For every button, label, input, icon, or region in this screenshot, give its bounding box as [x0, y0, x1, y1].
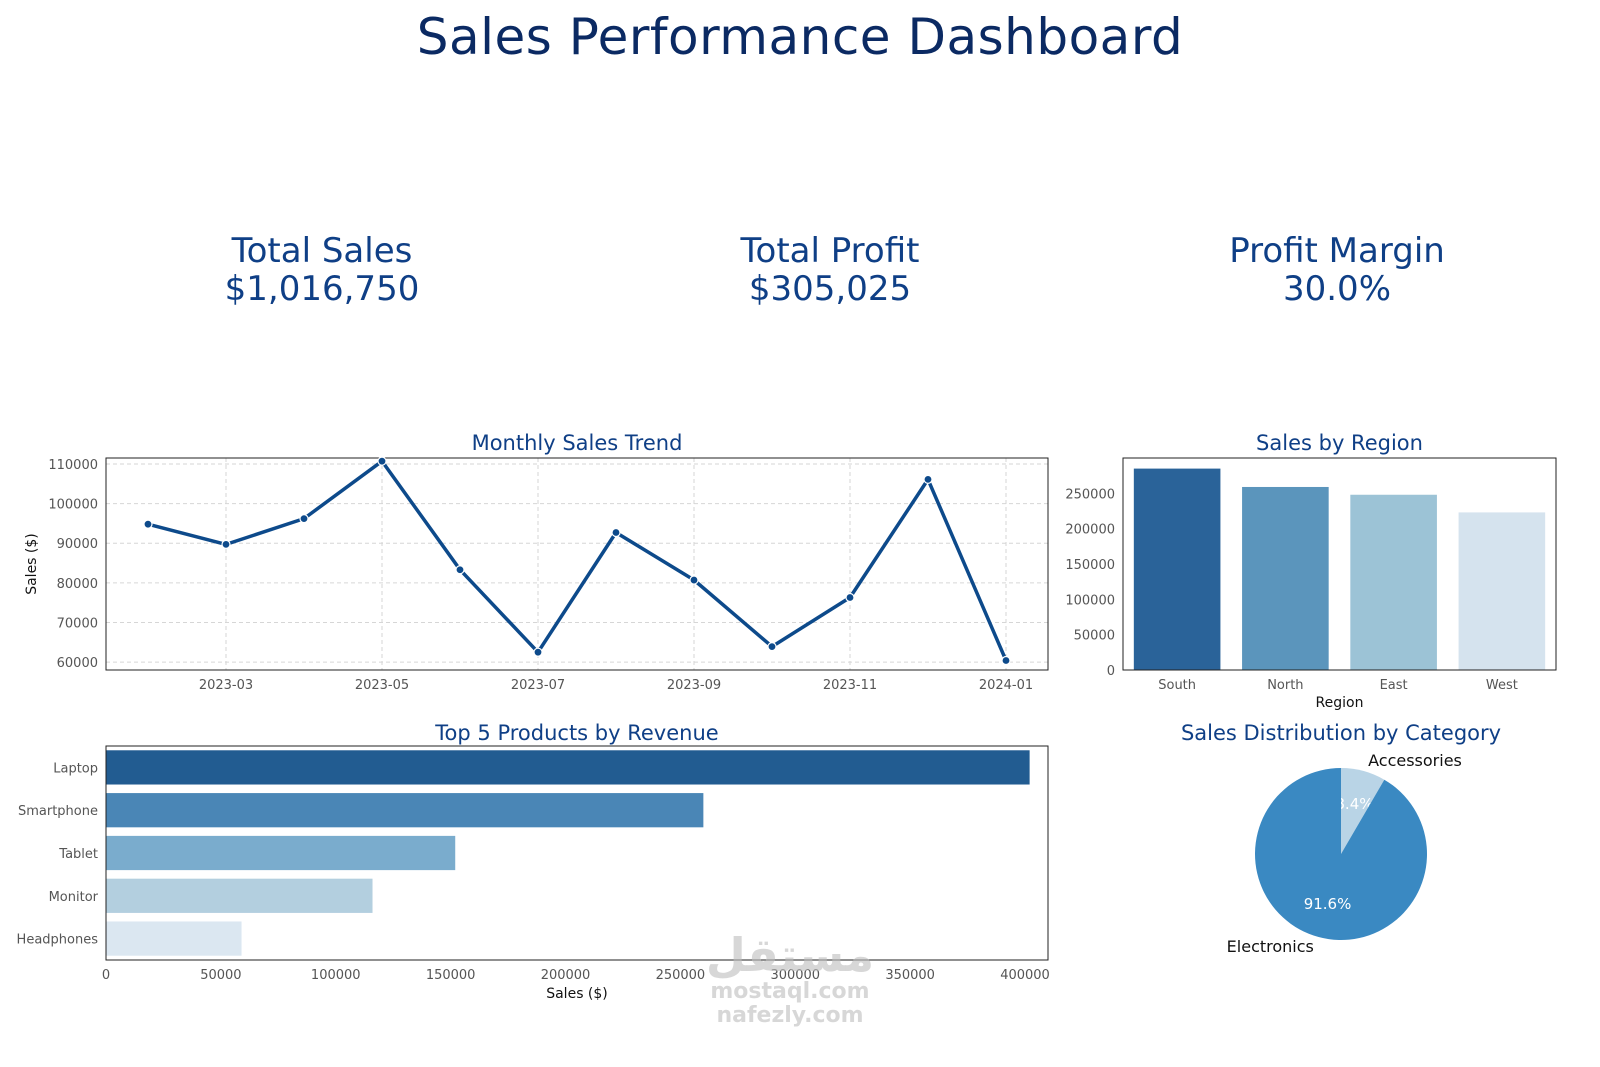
y-tick-label: 250000: [1065, 487, 1115, 502]
product-bar: [106, 878, 373, 913]
y-tick-label: 60000: [57, 656, 98, 671]
region-bar: [1242, 486, 1329, 670]
x-tick-label: 300000: [770, 968, 820, 983]
y-tick-label: 90000: [57, 537, 98, 552]
x-tick-label: 2023-09: [667, 678, 721, 693]
data-point: [1001, 655, 1011, 666]
y-tick-label: 200000: [1065, 523, 1115, 538]
data-point: [221, 539, 231, 549]
x-tick-label: 400000: [1000, 968, 1050, 983]
y-tick-label: 50000: [1074, 629, 1115, 644]
data-point: [845, 592, 855, 603]
plot-frame: [105, 745, 1049, 961]
data-point: [689, 575, 699, 585]
x-tick-label: 50000: [200, 968, 241, 983]
x-tick-label: North: [1267, 678, 1303, 693]
product-bar: [106, 921, 242, 956]
watermark-line: mostaql.com: [710, 979, 870, 1004]
product-bar: [106, 750, 1030, 785]
chart-title: Monthly Sales Trend: [472, 431, 683, 455]
x-tick-label: 2023-07: [511, 678, 565, 693]
y-tick-label: 80000: [57, 577, 98, 592]
y-tick-label: 70000: [57, 616, 98, 631]
y-tick-label: Tablet: [58, 847, 98, 862]
kpi-label: Profit Margin: [1229, 231, 1445, 271]
y-tick-label: Smartphone: [18, 804, 98, 819]
x-tick-label: 0: [102, 968, 110, 983]
x-tick-label: East: [1380, 678, 1408, 693]
region-bar: [1350, 494, 1437, 670]
kpi-label: Total Profit: [740, 231, 920, 271]
y-tick-label: 100000: [1065, 593, 1115, 608]
x-tick-label: 2024-01: [979, 678, 1033, 693]
kpi-label: Total Sales: [231, 231, 413, 271]
kpi-value: 30.0%: [1282, 269, 1391, 309]
data-point: [143, 519, 153, 529]
pie-category-label: Electronics: [1227, 937, 1314, 956]
watermark: مستقل mostaql.com nafezly.com: [660, 930, 920, 1028]
chart-title: Sales by Region: [1256, 431, 1423, 455]
data-point: [377, 456, 387, 466]
y-tick-label: Headphones: [17, 933, 99, 948]
pie-percent-label: 8.4%: [1335, 795, 1373, 813]
y-axis-label: Sales ($): [24, 533, 40, 595]
data-point: [611, 527, 621, 538]
category-pie-chart: Sales Distribution by Category 8.4% Access…: [1181, 721, 1501, 956]
x-tick-label: 100000: [311, 968, 361, 983]
y-tick-label: 150000: [1065, 558, 1115, 573]
x-axis-label: Sales ($): [546, 986, 608, 1002]
kpi-profit-margin: Profit Margin 30.0%: [1157, 232, 1517, 308]
chart-title: Sales Distribution by Category: [1181, 721, 1501, 745]
data-point: [923, 474, 933, 484]
y-tick-label: 110000: [48, 458, 98, 473]
series-line: [147, 459, 1008, 662]
x-tick-label: 250000: [656, 968, 706, 983]
kpi-total-sales: Total Sales $1,016,750: [142, 232, 502, 308]
data-point: [455, 565, 465, 575]
pie-slice: [1255, 768, 1428, 941]
x-tick-label: South: [1158, 678, 1196, 693]
plot-frame: [105, 457, 1049, 671]
kpi-total-profit: Total Profit $305,025: [650, 232, 1010, 308]
x-tick-label: 150000: [426, 968, 476, 983]
product-bar: [106, 835, 456, 871]
x-tick-label: West: [1486, 678, 1518, 693]
page-title: Sales Performance Dashboard: [416, 8, 1184, 66]
x-tick-label: 2023-11: [823, 678, 877, 693]
sales-by-region-chart: Sales by Region 0 50000 100000 150000 200000 2…: [1065, 431, 1557, 711]
data-point: [533, 647, 543, 657]
region-bar: [1133, 468, 1221, 670]
plot-frame: [1122, 457, 1557, 671]
product-bar: [106, 793, 704, 828]
x-tick-label: 2023-05: [355, 678, 409, 693]
kpi-value: $1,016,750: [224, 269, 420, 309]
pie-percent-label: 91.6%: [1304, 895, 1352, 913]
kpi-value: $305,025: [748, 269, 912, 309]
x-tick-label: 350000: [885, 968, 935, 983]
data-point: [767, 642, 777, 652]
pie-slice: [1341, 768, 1385, 854]
y-tick-label: 100000: [48, 498, 98, 513]
top-products-chart: Top 5 Products by Revenue Laptop Smartphon…: [17, 721, 1050, 1002]
x-tick-label: 2023-03: [199, 678, 253, 693]
y-tick-label: Laptop: [53, 761, 98, 776]
data-point: [299, 514, 309, 524]
monthly-sales-trend-chart: Monthly Sales Trend 60000 70000 80000 90000 1…: [24, 431, 1049, 693]
y-tick-label: Monitor: [49, 890, 99, 905]
x-axis-label: Region: [1316, 695, 1364, 711]
region-bar: [1458, 512, 1546, 670]
pie-category-label: Accessories: [1368, 751, 1462, 770]
x-tick-label: 200000: [541, 968, 591, 983]
chart-title: Top 5 Products by Revenue: [434, 721, 718, 745]
watermark-logo: مستقل: [705, 928, 875, 982]
y-tick-label: 0: [1107, 664, 1115, 679]
watermark-line: nafezly.com: [716, 1003, 864, 1028]
